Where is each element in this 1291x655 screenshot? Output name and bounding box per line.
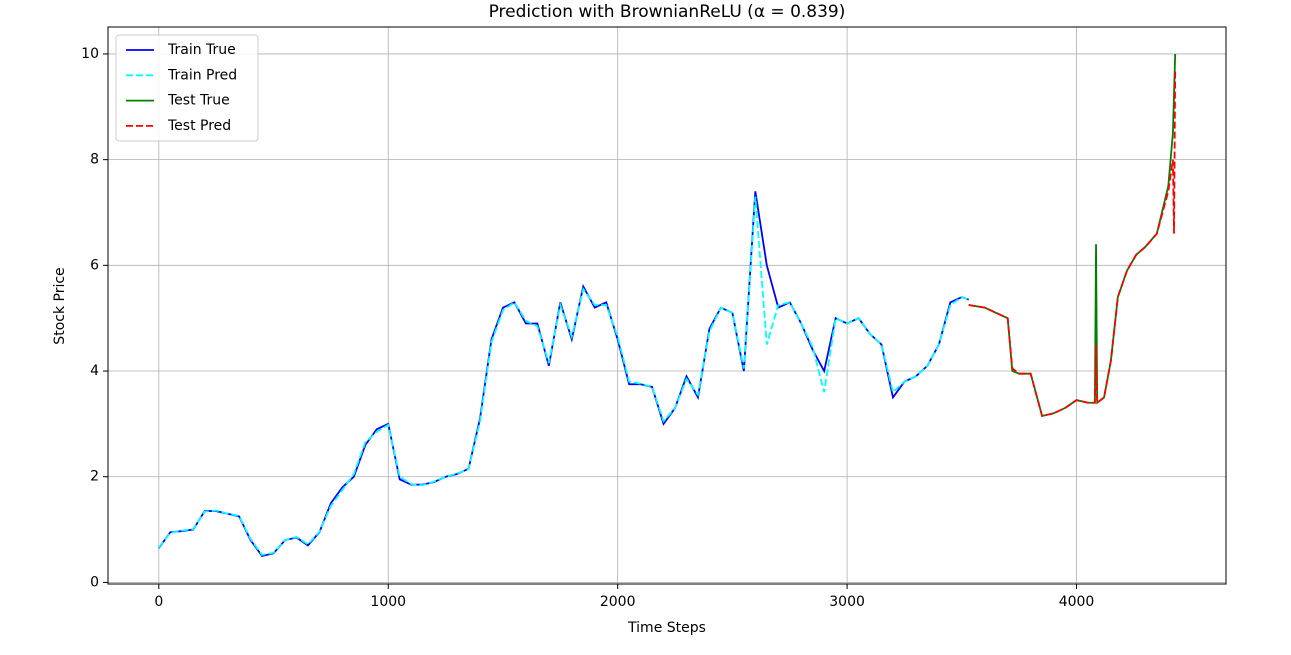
x-tick-label: 1000: [370, 594, 406, 610]
y-tick-label: 0: [90, 574, 99, 590]
plot-frame: [107, 26, 1227, 585]
legend-label: Test True: [167, 93, 230, 109]
x-axis-label: Time Steps: [627, 620, 706, 636]
x-tick-label: 0: [154, 594, 163, 610]
chart-title: Prediction with BrownianReLU (α = 0.839): [489, 2, 846, 22]
legend-label: Test Pred: [167, 118, 231, 134]
y-tick-label: 8: [90, 152, 99, 168]
legend-box: [115, 34, 259, 142]
series-line: [968, 53, 1177, 418]
x-tick-label: 3000: [829, 594, 865, 610]
legend-label: Train Pred: [167, 67, 237, 83]
legend-label: Train True: [167, 42, 236, 58]
y-tick-label: 2: [90, 469, 99, 485]
x-tick-label: 4000: [1059, 594, 1095, 610]
y-tick-label: 4: [90, 363, 99, 379]
y-tick-label: 6: [90, 257, 99, 273]
series-line: [968, 69, 1177, 418]
y-axis-label: Stock Price: [52, 267, 68, 344]
y-tick-label: 10: [81, 46, 99, 62]
series-line: [158, 196, 970, 556]
x-tick-label: 2000: [600, 594, 636, 610]
